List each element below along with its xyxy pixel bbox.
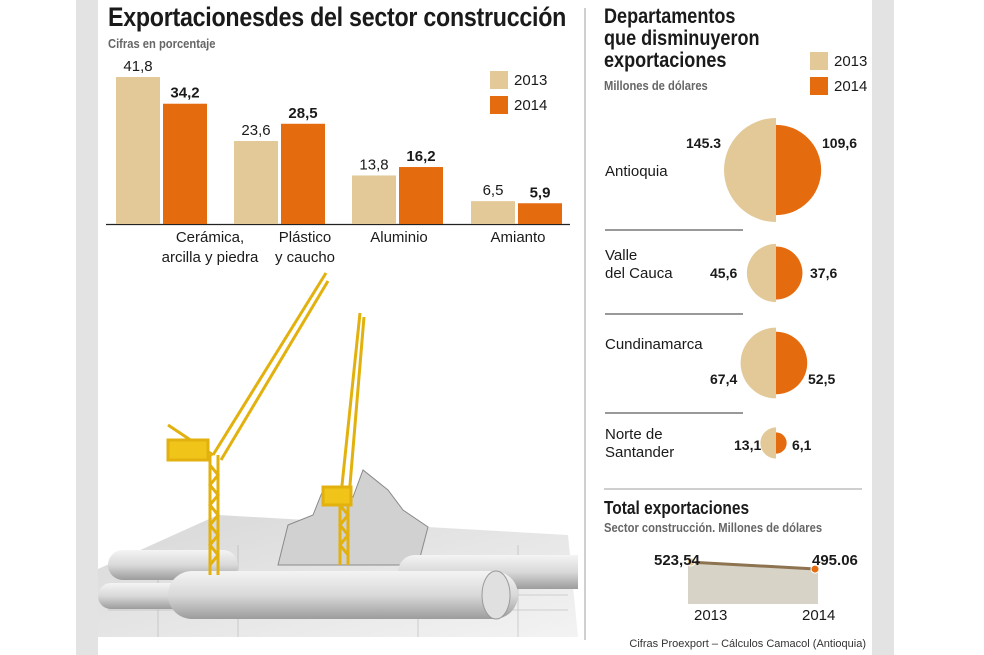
vertical-divider [584,8,586,640]
departments-subtitle: Millones de dólares [604,78,708,93]
legend-swatch-2014 [810,77,828,95]
value-2014-norte-santander: 6,1 [792,437,812,453]
total-value-2014: 495.06 [812,552,858,569]
total-point-2014 [810,564,820,574]
bar-2014 [281,123,325,224]
total-title: Total exportaciones [604,498,750,518]
half-circle-2014 [776,246,803,300]
category-label-line: Cerámica, arcilla y piedra [161,229,259,266]
data-label-2014: 34,2 [170,85,199,102]
total-point-2013 [688,557,696,567]
department-name-line: Santander [605,444,675,461]
construction-illustration [98,272,578,637]
bar-chart: 41,8 34,2 23,6 28,5 13,8 16,2 6,5 5,9 [106,58,570,226]
category-label-plastico: Plástico y caucho [240,228,370,268]
legend-swatch-2013 [810,52,828,70]
category-label-amianto: Amianto [453,228,583,248]
total-area [688,562,818,604]
tower-crane-right [321,312,366,565]
building-model [277,469,429,566]
data-label-2014: 5,9 [530,184,551,201]
legend-swatch-2014 [490,96,508,114]
legend-label-2014: 2014 [834,77,868,95]
total-chart [688,557,820,604]
category-label-ceramica: Cerámica, arcilla y piedra [145,228,275,268]
total-line [688,560,819,571]
data-label-2013: 23,6 [241,122,270,139]
half-circle-2013 [740,327,776,399]
legend-2014-right: 2014 [810,77,867,95]
value-2014-valle: 37,6 [810,265,838,281]
tower-crane-left [166,272,330,575]
category-label-line: Aluminio [370,229,428,246]
departments-title-line: Departamentos [604,5,736,28]
data-label-2013: 13,8 [359,156,388,173]
department-name-antioquia: Antioquia [605,163,668,181]
half-circle-2013 [760,427,776,459]
department-name-line: Valle [605,247,638,264]
half-circle-2014 [776,124,822,216]
bar-2013 [116,77,160,224]
departments-title: Departamentos que disminuyeron exportaci… [604,6,760,72]
bar-2014 [163,103,207,224]
departments-title-line: que disminuyeron [604,27,760,50]
category-label-aluminio: Aluminio [334,228,464,248]
departments-title-line: exportaciones [604,49,727,72]
bar-2014 [399,167,443,224]
data-label-2014: 16,2 [406,148,435,165]
right-margin-strip [872,0,894,655]
value-2013-valle: 45,6 [710,265,738,281]
data-label-2013: 6,5 [483,182,504,199]
total-x-label-2014: 2014 [802,607,836,624]
value-2013-cundinamarca: 67,4 [710,371,738,387]
legend-2013-left: 2013 [490,71,547,89]
half-circle-2014 [776,432,787,454]
value-2013-norte-santander: 13,1 [734,437,762,453]
data-label-2013: 41,8 [123,58,152,75]
value-2014-antioquia: 109,6 [822,135,858,151]
value-2014-cundinamarca: 52,5 [808,371,836,387]
category-label-line: Plástico y caucho [274,229,336,266]
bar-2013 [352,175,396,224]
department-name-valle: Valle del Cauca [605,247,673,283]
legend-swatch-2013 [490,71,508,89]
legend-2014-left: 2014 [490,96,547,114]
department-name-line: Norte de [605,426,663,443]
bar-2014 [518,203,562,224]
half-circle-2013 [746,243,776,303]
category-label-line: Amianto [490,229,546,246]
source-note: Cifras Proexport – Cálculos Camacol (Ant… [629,638,866,650]
half-circle-2014 [776,331,808,395]
page-title: Exportacionesdes del sector construcción [108,2,567,32]
department-name-line: del Cauca [605,265,673,282]
half-circle-2013 [724,118,776,222]
department-name-norte-santander: Norte de Santander [605,426,674,462]
total-value-2013: 523,54 [654,552,700,569]
department-name-line: Cundinamarca [605,336,703,353]
total-x-label-2013: 2013 [694,607,728,624]
departments-chart [605,118,822,459]
blueprint-roll-end [481,570,511,620]
legend-label-2014: 2014 [514,96,548,114]
legend-2013-right: 2013 [810,52,867,70]
total-subtitle: Sector construcción. Millones de dólares [604,520,823,535]
left-margin-strip [76,0,98,655]
page-subtitle: Cifras en porcentaje [108,36,216,51]
legend-label-2013: 2013 [514,71,548,89]
data-label-2014: 28,5 [288,105,317,122]
legend-label-2013: 2013 [834,52,868,70]
section-divider [604,488,862,490]
bar-2013 [471,201,515,224]
infographic: Exportacionesdes del sector construcción… [98,0,872,655]
value-2013-antioquia: 145.3 [686,135,722,151]
bar-2013 [234,141,278,224]
department-name-line: Antioquia [605,163,668,180]
department-name-cundinamarca: Cundinamarca [605,336,703,354]
blueprint-roll [168,571,518,619]
